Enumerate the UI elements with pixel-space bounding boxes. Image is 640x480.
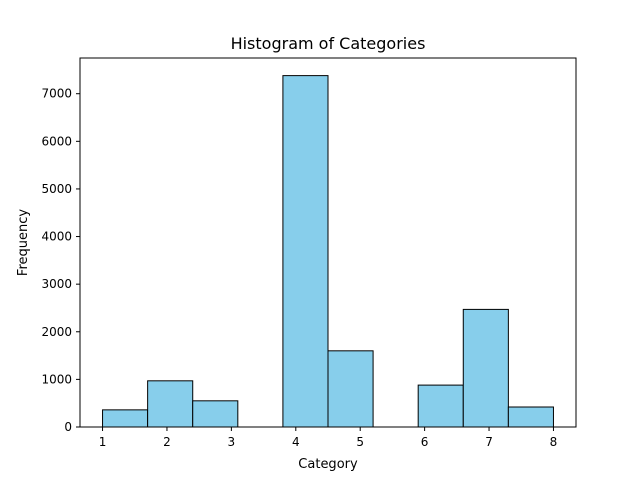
histogram-bar-9	[462, 308, 509, 428]
y-axis-ticks: 0 1000 2000 3000 4000 5000 6000 7000	[41, 87, 80, 434]
x-tick-label: 7	[485, 435, 493, 449]
histogram-bar-8	[417, 384, 464, 428]
x-tick-label: 4	[292, 435, 300, 449]
plot-frame	[79, 57, 577, 428]
histogram-bar-2	[147, 380, 194, 428]
x-tick-label: 2	[163, 435, 171, 449]
histogram-bar-5	[282, 75, 329, 428]
histogram-bar-1	[102, 409, 149, 428]
bars-group	[102, 75, 554, 428]
y-tick-label: 3000	[41, 277, 72, 291]
x-tick-label: 1	[99, 435, 107, 449]
y-tick-label: 4000	[41, 230, 72, 244]
y-tick-label: 7000	[41, 87, 72, 101]
x-tick-label: 6	[421, 435, 429, 449]
y-axis-label: Frequency	[16, 209, 31, 276]
y-tick-label: 0	[64, 420, 72, 434]
histogram-bar-10	[507, 406, 554, 428]
x-axis-ticks: 1 2 3 4 5 6 7 8	[99, 427, 558, 449]
y-tick-label: 5000	[41, 182, 72, 196]
x-axis-label: Category	[298, 457, 358, 472]
x-tick-label: 8	[550, 435, 558, 449]
histogram-bar-6	[327, 350, 374, 428]
histogram-bar-3	[192, 400, 239, 428]
chart-title: Histogram of Categories	[231, 34, 426, 53]
x-tick-label: 5	[356, 435, 364, 449]
y-tick-label: 1000	[41, 372, 72, 386]
y-tick-label: 6000	[41, 134, 72, 148]
y-tick-label: 2000	[41, 325, 72, 339]
x-tick-label: 3	[228, 435, 236, 449]
